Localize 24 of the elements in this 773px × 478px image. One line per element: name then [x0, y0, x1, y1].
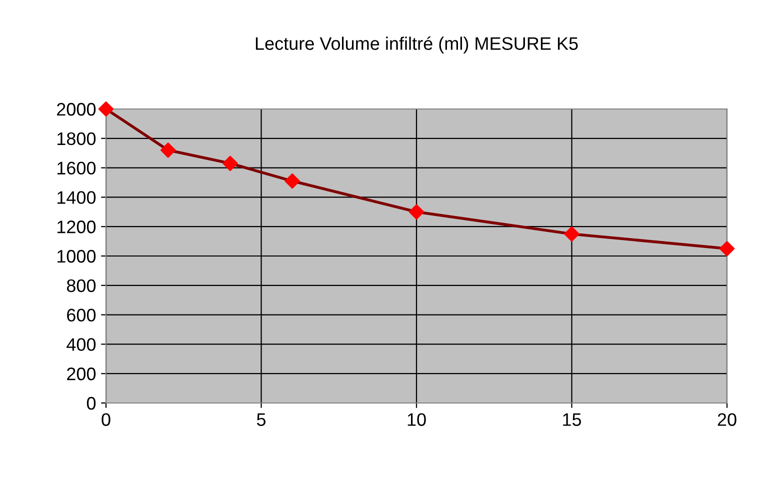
point [284, 173, 300, 189]
x-tick-label: 20 [718, 413, 736, 426]
point [160, 142, 176, 158]
x-tick-label: 10 [408, 413, 426, 426]
y-tick-label: 400 [66, 338, 96, 351]
y-tick-label: 1600 [57, 162, 96, 175]
y-tick-label: 200 [67, 368, 96, 380]
point [98, 101, 114, 117]
y-tick-label: 2000 [57, 102, 96, 116]
chart-title: Lecture Volume infiltré (ml) MESURE K5 [256, 36, 578, 54]
y-tick-label: 1200 [57, 220, 96, 234]
point [564, 226, 580, 242]
point [719, 241, 735, 256]
x-tick-label: 15 [563, 413, 582, 426]
y-tick-label: 1400 [57, 191, 96, 204]
y-tick-label: 600 [67, 308, 96, 322]
point [408, 204, 424, 220]
y-tick-label: 1800 [57, 132, 96, 146]
point [222, 156, 238, 172]
x-tick-label: 0 [102, 413, 110, 426]
y-tick-label: 0 [86, 396, 96, 410]
y-tick-label: 800 [66, 279, 96, 292]
y-tick-label: 1000 [57, 250, 96, 263]
x-tick-label: 5 [256, 413, 266, 426]
